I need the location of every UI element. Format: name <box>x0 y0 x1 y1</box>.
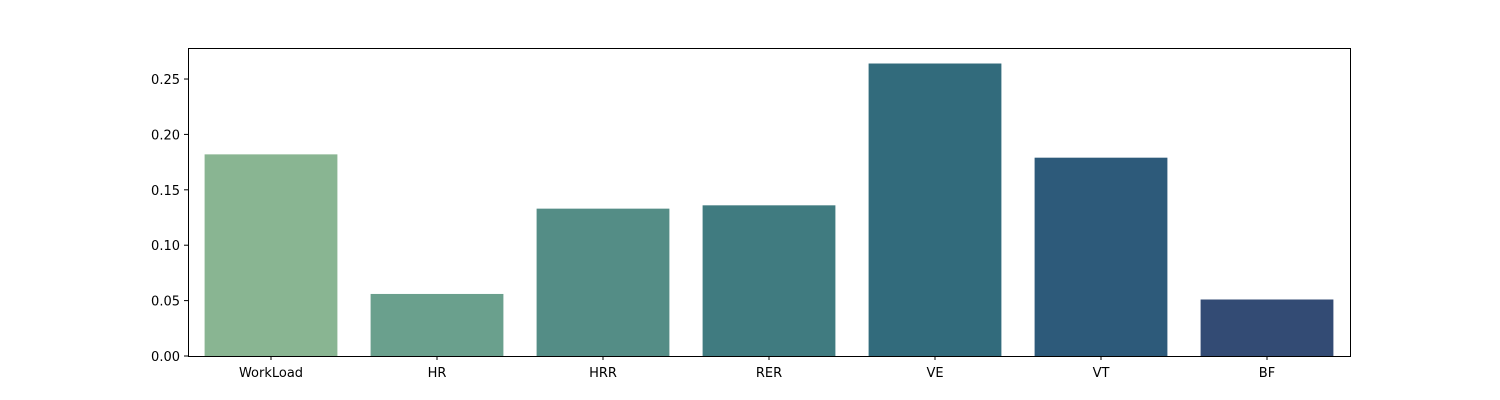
x-tick-label-vt: VT <box>1093 366 1110 381</box>
y-tick-label-0: 0.00 <box>151 350 180 365</box>
y-tick-label-2: 0.10 <box>151 239 180 254</box>
bar-workload <box>204 154 338 356</box>
x-tick-label-hrr: HRR <box>589 366 617 381</box>
x-tick-label-rer: RER <box>756 366 782 381</box>
plot-frame <box>188 48 1351 357</box>
y-tick-label-3: 0.15 <box>151 184 180 199</box>
y-axis: 0.00 0.05 0.10 0.15 0.20 0.25 <box>151 73 188 365</box>
bars-group <box>204 63 1334 356</box>
y-tick-label-4: 0.20 <box>151 128 180 143</box>
bar-bf <box>1200 299 1334 356</box>
x-tick-label-workload: WorkLoad <box>239 366 303 381</box>
x-axis: WorkLoad HR HRR RER VE VT BF <box>239 356 1275 381</box>
bar-ve <box>868 63 1002 356</box>
bar-rer <box>702 205 836 356</box>
bar-hr <box>370 293 504 356</box>
x-tick-label-hr: HR <box>428 366 447 381</box>
bar-hrr <box>536 208 670 356</box>
x-tick-label-bf: BF <box>1259 366 1275 381</box>
y-tick-label-1: 0.05 <box>151 295 180 310</box>
bar-vt <box>1034 157 1168 356</box>
y-tick-label-5: 0.25 <box>151 73 180 88</box>
x-tick-label-ve: VE <box>926 366 943 381</box>
